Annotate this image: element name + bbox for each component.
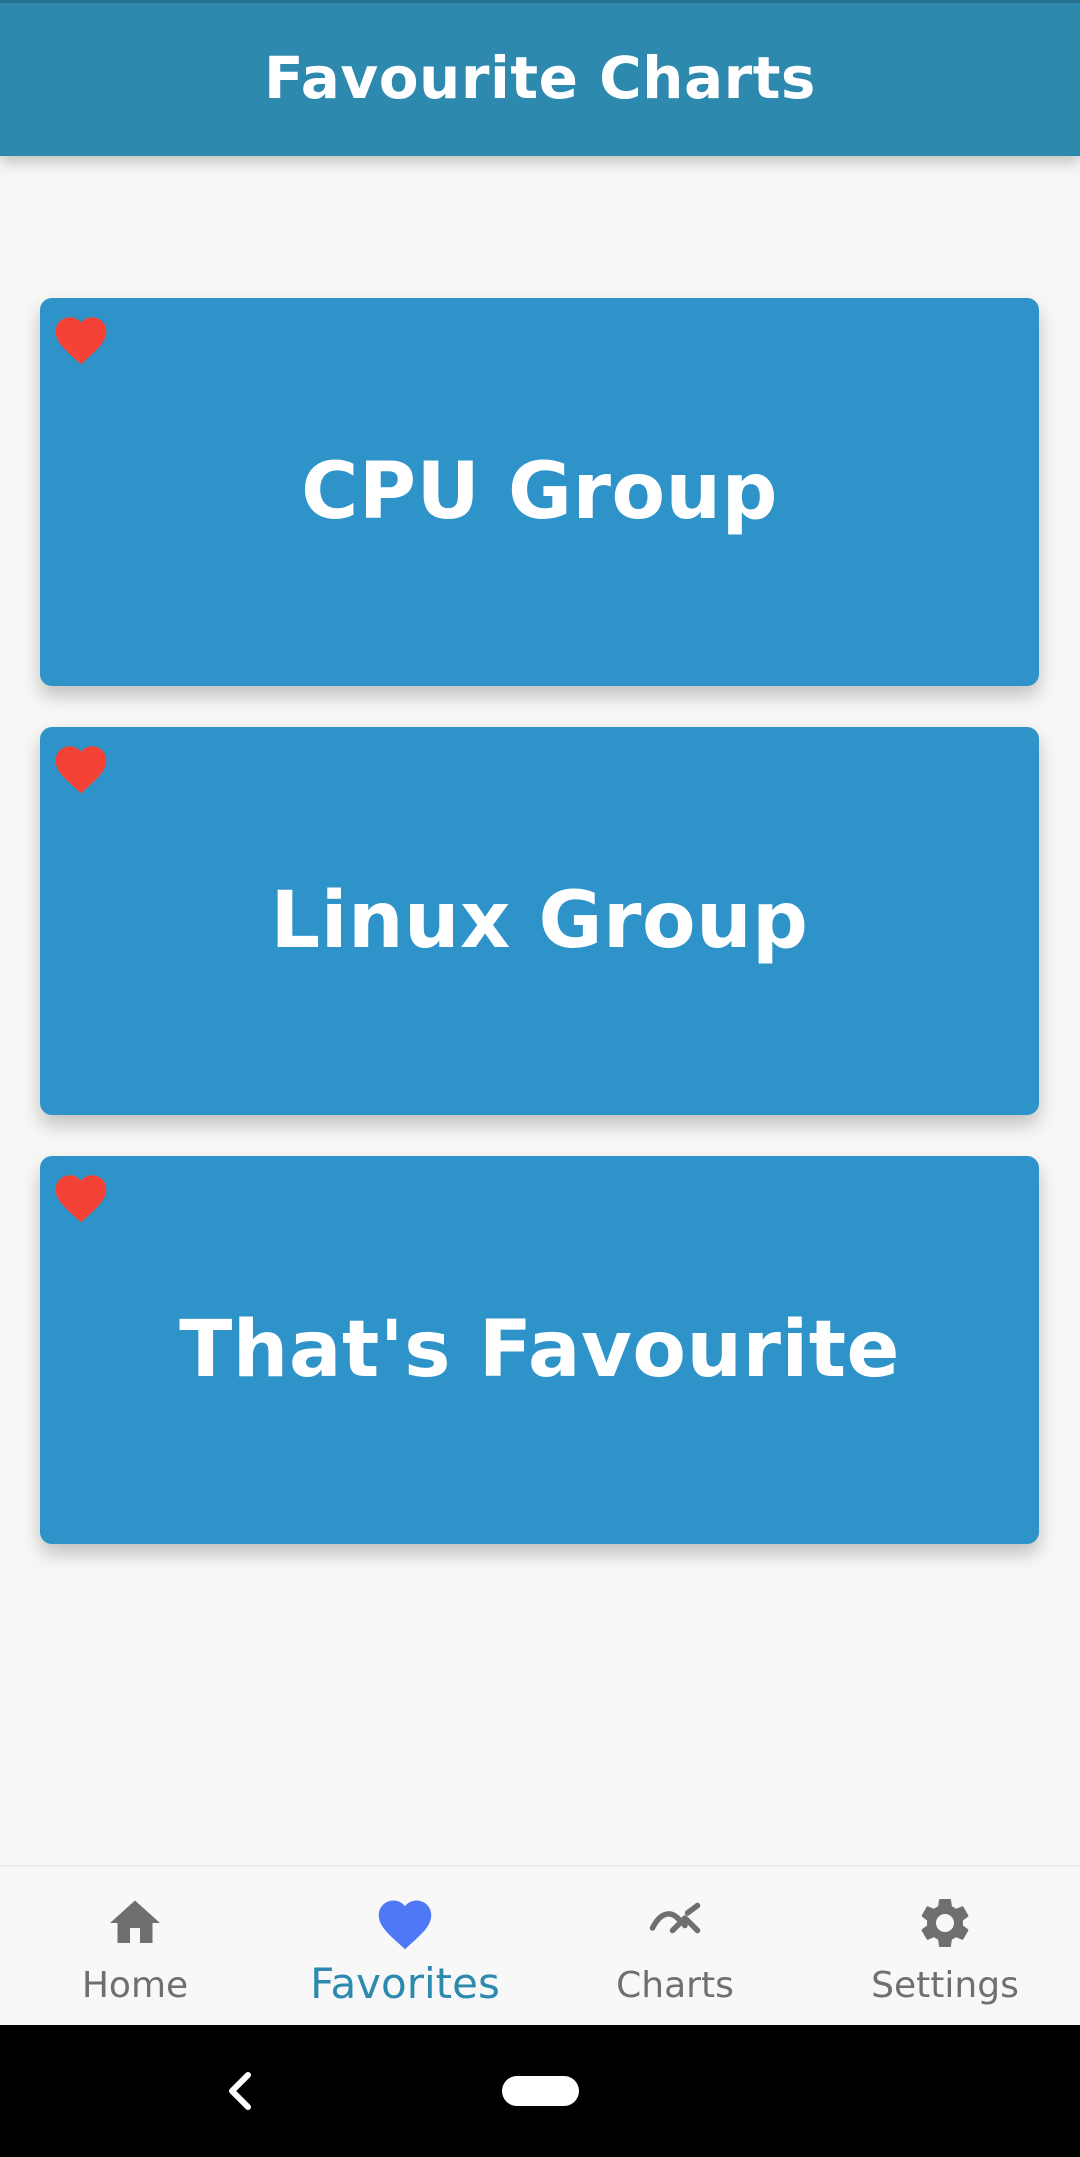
nav-item-settings[interactable]: Settings bbox=[810, 1867, 1080, 2027]
back-icon[interactable] bbox=[222, 2071, 258, 2111]
heart-icon[interactable] bbox=[52, 741, 110, 795]
heart-icon[interactable] bbox=[52, 312, 110, 366]
heart-icon bbox=[378, 1900, 432, 1950]
heart-icon[interactable] bbox=[52, 1170, 110, 1224]
chart-group-card-linux-group[interactable]: Linux Group bbox=[40, 727, 1039, 1115]
app-bar: Favourite Charts bbox=[0, 0, 1080, 156]
system-navigation-bar bbox=[0, 2025, 1080, 2157]
nav-item-favorites[interactable]: Favorites bbox=[270, 1867, 540, 2027]
nav-label: Home bbox=[81, 1965, 189, 2006]
chart-group-card-cpu-group[interactable]: CPU Group bbox=[40, 298, 1039, 686]
chart-group-card-thats-favourite[interactable]: That's Favourite bbox=[40, 1156, 1039, 1544]
card-title: That's Favourite bbox=[179, 1305, 900, 1395]
chart-line-icon bbox=[649, 1902, 701, 1934]
bottom-navigation: Home Favorites Charts Settings bbox=[0, 1865, 1080, 2027]
page-title: Favourite Charts bbox=[264, 44, 816, 112]
home-gesture-pill[interactable] bbox=[502, 2076, 579, 2106]
home-icon bbox=[110, 1900, 160, 1943]
nav-label: Favorites bbox=[310, 1959, 500, 2008]
card-title: CPU Group bbox=[301, 447, 778, 537]
card-title: Linux Group bbox=[270, 876, 809, 966]
nav-item-home[interactable]: Home bbox=[0, 1867, 270, 2027]
gear-icon bbox=[921, 1898, 969, 1947]
nav-label: Settings bbox=[871, 1965, 1019, 2006]
nav-item-charts[interactable]: Charts bbox=[540, 1867, 810, 2027]
nav-label: Charts bbox=[616, 1965, 734, 2006]
